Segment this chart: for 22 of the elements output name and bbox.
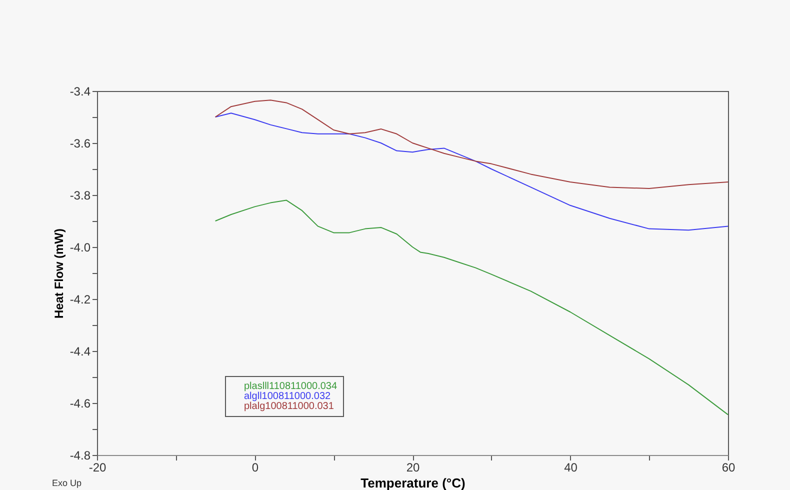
y-axis-title: Heat Flow (mW) <box>52 228 66 318</box>
x-tick-label: -20 <box>88 460 106 474</box>
text: plaslll110811000.034 <box>244 381 338 392</box>
y-tick-label: -3.8 <box>70 188 91 202</box>
y-tick-label: -3.6 <box>70 136 91 150</box>
y-tick-label: -4.2 <box>70 292 91 306</box>
x-axis-title: Temperature (°C) <box>360 476 466 490</box>
y-tick-label: -3.4 <box>70 84 91 98</box>
line-series <box>214 112 728 231</box>
x-tick-label: 20 <box>406 460 420 474</box>
text: plalg100811000.031 <box>244 401 334 412</box>
y-tick-label: -4.4 <box>70 344 91 358</box>
text: Exo Up <box>52 478 82 488</box>
x-tick-label: 40 <box>564 460 578 474</box>
text: algll100811000.032 <box>244 391 331 402</box>
line-series <box>214 100 728 189</box>
x-tick-label: 0 <box>252 460 259 474</box>
y-tick-label: -4.8 <box>70 448 91 462</box>
x-tick-label: 60 <box>722 460 736 474</box>
y-tick-label: -4.0 <box>70 240 91 254</box>
line-series <box>214 200 728 416</box>
y-tick-label: -4.6 <box>70 396 91 410</box>
